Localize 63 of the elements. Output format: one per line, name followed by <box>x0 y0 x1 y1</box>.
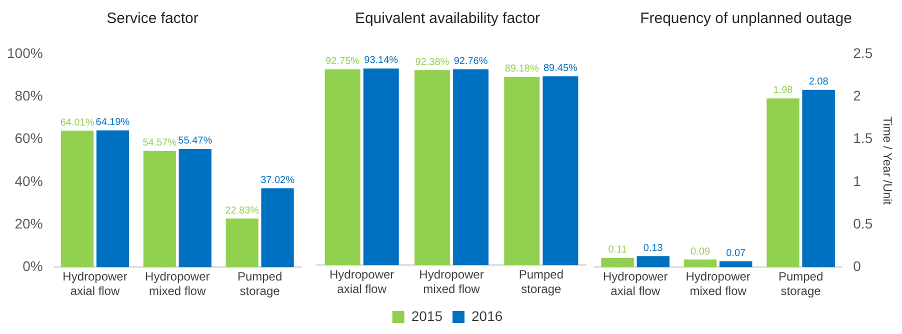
bar <box>143 150 176 268</box>
bar <box>766 98 800 268</box>
x-tick-label: Hydropower mixed flow <box>686 270 750 298</box>
bar <box>453 69 489 266</box>
bar <box>414 70 450 266</box>
data-label: 1.98 <box>773 85 794 96</box>
y2-tick-label: 0.5 <box>853 215 873 232</box>
y-tick-label: 80% <box>14 88 43 104</box>
bar <box>542 76 578 266</box>
bar <box>226 218 258 268</box>
data-label: 92.38% <box>415 56 450 68</box>
x-tick-label: Pumped storage <box>778 270 824 298</box>
data-label: 92.76% <box>454 56 488 68</box>
data-label: 92.75% <box>326 56 360 68</box>
data-label: 2.08 <box>808 76 829 88</box>
data-label: 93.14% <box>364 55 398 66</box>
x-tick-label: Hydropower axial flow <box>603 270 668 298</box>
y-tick-label: 20% <box>14 215 43 232</box>
x-tick-label: Hydropower axial flow <box>329 268 394 296</box>
data-label: 89.45% <box>543 63 578 74</box>
y-tick-label: 100% <box>6 44 43 61</box>
y-tick-label: 60% <box>14 130 43 146</box>
bar <box>178 148 212 268</box>
x-tick-label: Hydropower mixed flow <box>145 270 210 298</box>
bar <box>324 69 360 266</box>
data-label: 64.01% <box>60 117 94 128</box>
bar <box>719 261 752 268</box>
bar <box>802 90 835 268</box>
y2-tick-label: 2 <box>853 88 862 104</box>
chart-title: Frequency of unplanned outage <box>640 10 852 28</box>
data-label: 55.47% <box>178 136 212 147</box>
data-label: 0.13 <box>643 242 664 254</box>
legend-label: 2015 <box>411 308 443 324</box>
y2-tick-label: 1.5 <box>853 130 873 146</box>
legend-label: 2016 <box>472 308 503 324</box>
bar <box>363 68 399 266</box>
x-tick-label: Hydropower mixed flow <box>419 268 484 296</box>
bar <box>684 260 717 268</box>
chart-title: Equivalent availability factor <box>354 10 540 28</box>
data-label: 37.02% <box>260 175 295 186</box>
y2-tick-label: 1 <box>853 172 862 189</box>
y2-tick-label: 0 <box>853 258 862 274</box>
bar <box>636 256 670 268</box>
bar <box>96 130 130 268</box>
x-tick-label: Pumped storage <box>518 268 564 296</box>
bar <box>504 76 540 266</box>
y2-tick-label: 2.5 <box>853 44 873 61</box>
y2-axis-title: Time / Year /Unit <box>880 116 894 206</box>
data-label: 22.83% <box>225 205 260 216</box>
chart-title: Service factor <box>106 10 198 28</box>
data-label: 64.19% <box>96 117 130 128</box>
y-tick-label: 40% <box>14 172 43 189</box>
data-label: 0.09 <box>690 246 710 258</box>
data-label: 0.11 <box>608 244 628 256</box>
data-label: 89.18% <box>504 64 539 75</box>
x-tick-label: Pumped storage <box>237 270 282 298</box>
bar <box>261 188 294 268</box>
data-label: 0.07 <box>726 248 746 259</box>
data-label: 54.57% <box>142 138 177 149</box>
bar <box>60 130 94 268</box>
y-tick-label: 0% <box>22 258 43 274</box>
bar <box>601 258 634 268</box>
x-tick-label: Hydropower axial flow <box>62 270 128 298</box>
